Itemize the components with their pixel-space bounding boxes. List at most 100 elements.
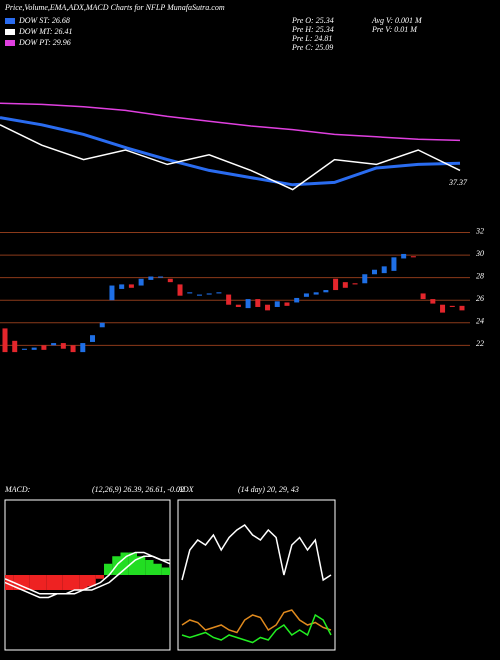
candle (177, 284, 183, 296)
candle (60, 343, 66, 349)
candle (109, 285, 115, 301)
histogram-bar (62, 575, 71, 590)
candle (362, 274, 368, 284)
histogram-bar (71, 575, 80, 590)
candle (148, 276, 154, 280)
histogram-bar (128, 552, 137, 575)
candle (381, 266, 387, 274)
candle (449, 305, 455, 307)
legend-label: DOW PT: 29.96 (18, 38, 71, 47)
candle (41, 345, 47, 350)
candle (167, 278, 173, 283)
y-tick-label: 22 (476, 339, 484, 348)
histogram-bar (29, 575, 38, 590)
histogram-bar (46, 575, 55, 590)
y-tick-label: 24 (476, 317, 484, 326)
candle (284, 302, 290, 306)
pre-high: Pre H: 25.34 (291, 25, 334, 34)
histogram-bar (79, 575, 88, 590)
y-tick-label: 32 (475, 226, 484, 235)
panel-subtitle: (12,26,9) 26.39, 26.61, -0.02 (92, 485, 184, 494)
candle (12, 340, 18, 353)
legend-label: DOW ST: 26.68 (18, 16, 70, 25)
candle (99, 322, 105, 328)
candle (255, 299, 261, 307)
series-line (4, 551, 171, 599)
histogram-bar (161, 567, 170, 575)
pre-volume: Pre V: 0.01 M (371, 25, 418, 34)
candle (187, 292, 193, 294)
candle (265, 304, 271, 311)
candle (206, 293, 212, 295)
series-line (0, 124, 461, 191)
series-line (181, 609, 332, 634)
page-title: Price,Volume,EMA,ADX,MACD Charts for NFL… (4, 3, 225, 12)
histogram-bar (137, 556, 146, 575)
candle (410, 256, 416, 258)
series-line (181, 613, 332, 644)
candle (342, 282, 348, 288)
histogram-bar (104, 563, 113, 575)
candle (158, 276, 164, 278)
candle (430, 299, 436, 304)
candle (196, 294, 202, 296)
candle (352, 283, 358, 285)
y-tick-label: 28 (476, 271, 484, 280)
series-line (181, 524, 332, 582)
candle (245, 299, 251, 309)
panel-frame (177, 499, 336, 651)
series-line (4, 555, 170, 595)
candle (128, 284, 134, 288)
candle (2, 328, 8, 353)
candle (371, 269, 377, 275)
pre-open: Pre O: 25.34 (291, 16, 334, 25)
panel-title: ADX (177, 485, 195, 494)
histogram-bar (153, 563, 162, 575)
histogram-bar (13, 575, 22, 590)
legend-label: DOW MT: 26.41 (18, 27, 73, 36)
histogram-bar (95, 575, 104, 579)
candle (90, 335, 96, 342)
legend-swatch (5, 40, 15, 46)
candle (420, 293, 426, 300)
candle (440, 304, 446, 313)
candle (401, 253, 407, 259)
legend-swatch (5, 18, 15, 24)
candle (51, 343, 57, 346)
y-tick-label: 30 (475, 249, 484, 258)
panel-title: MACD: (4, 485, 31, 494)
candle (391, 257, 397, 271)
series-line (0, 102, 461, 142)
histogram-bar (120, 552, 129, 575)
candle (80, 343, 86, 353)
histogram-bar (87, 575, 96, 587)
candle (70, 345, 76, 353)
avg-volume: Avg V: 0.001 M (371, 16, 423, 25)
histogram-bar (5, 575, 14, 590)
candle (274, 301, 280, 307)
pre-close: Pre C: 25.09 (291, 43, 333, 52)
histogram-bar (145, 560, 154, 575)
candle (226, 294, 232, 305)
pre-low: Pre L: 24.81 (291, 34, 332, 43)
candle (21, 348, 27, 350)
candle (313, 292, 319, 295)
y-tick-label: 26 (476, 294, 484, 303)
candle (119, 284, 125, 289)
annotation: 37.37 (448, 178, 468, 187)
series-line (0, 116, 461, 187)
candle (31, 347, 37, 350)
histogram-bar (21, 575, 30, 590)
candle (235, 304, 241, 307)
candle (323, 290, 329, 293)
candle (138, 278, 144, 286)
histogram-bar (38, 575, 47, 590)
candle (303, 293, 309, 297)
candle (294, 297, 300, 303)
candle (333, 278, 339, 291)
histogram-bar (54, 575, 63, 590)
legend-swatch (5, 29, 15, 35)
candle (459, 305, 465, 311)
